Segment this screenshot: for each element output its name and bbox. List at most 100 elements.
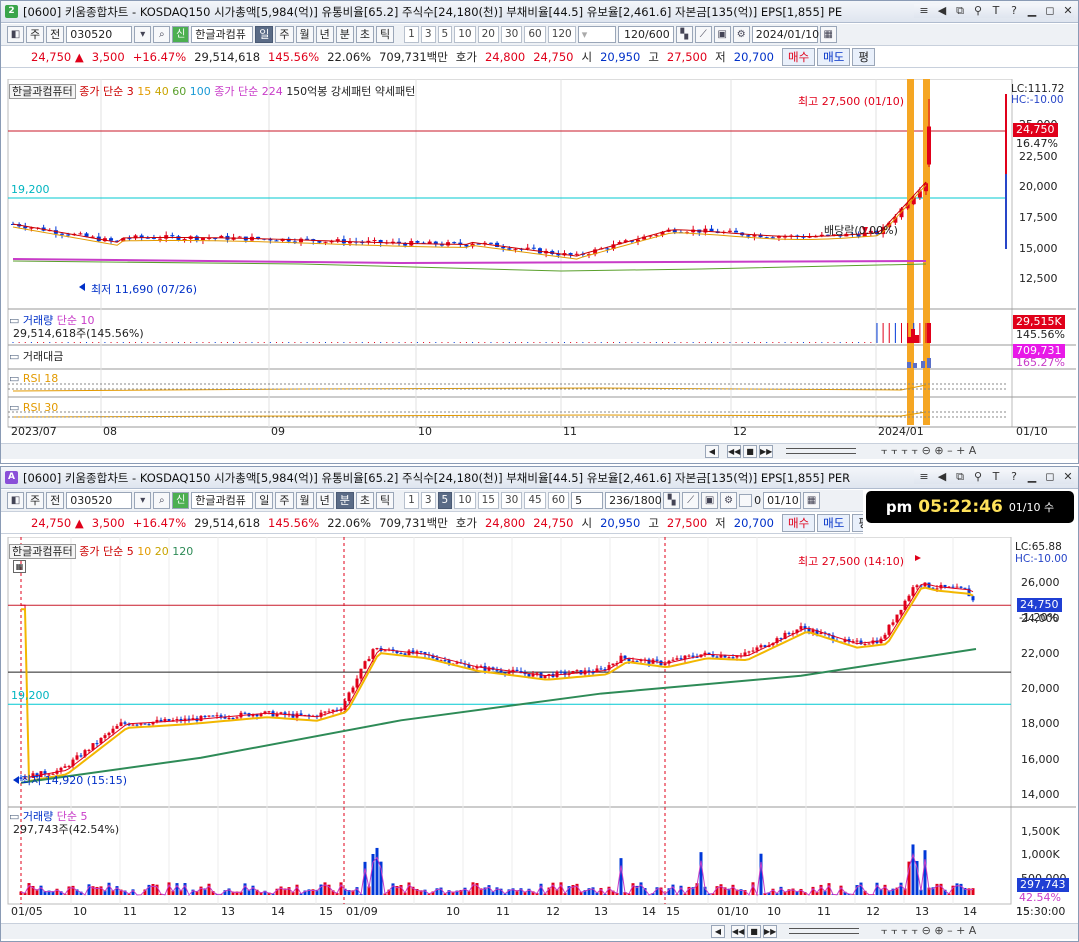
scroll-last-icon[interactable]: ▶▶ bbox=[763, 925, 777, 938]
scope-button[interactable]: 전 bbox=[46, 26, 65, 43]
period-day[interactable]: 일 bbox=[255, 26, 274, 43]
date-field[interactable]: 01/10 bbox=[763, 492, 802, 509]
dropdown-icon[interactable]: ▾ bbox=[134, 492, 152, 509]
menu-icon[interactable]: ≡ bbox=[919, 4, 929, 17]
sell-button[interactable]: 매도 bbox=[817, 514, 851, 532]
interval-120[interactable]: 120 bbox=[547, 26, 576, 43]
search-icon[interactable]: ⌕ bbox=[153, 26, 171, 43]
scroll-stop-icon[interactable]: ■ bbox=[747, 925, 761, 938]
scroll-track[interactable] bbox=[786, 448, 856, 454]
count-field[interactable]: 236/1800 bbox=[605, 492, 662, 509]
indicator-icon[interactable]: ▚ bbox=[675, 26, 693, 43]
text-icon[interactable]: T bbox=[992, 470, 1000, 483]
maximize-icon[interactable]: ◻ bbox=[1045, 470, 1055, 483]
scope-button[interactable]: 전 bbox=[46, 492, 65, 509]
save-icon[interactable]: ▣ bbox=[701, 492, 719, 509]
period-week[interactable]: 주 bbox=[275, 26, 294, 43]
interval-select[interactable]: 5 bbox=[571, 492, 604, 509]
scroll-first-icon[interactable]: ◀◀ bbox=[731, 925, 745, 938]
help-icon[interactable]: ? bbox=[1011, 4, 1017, 17]
interval-select[interactable]: ▾ bbox=[577, 26, 616, 43]
interval-60[interactable]: 60 bbox=[524, 26, 546, 43]
type-select[interactable]: 주 bbox=[26, 26, 45, 43]
calendar-icon[interactable]: ▦ bbox=[803, 492, 821, 509]
interval-45[interactable]: 45 bbox=[524, 492, 546, 509]
period-day[interactable]: 일 bbox=[255, 492, 274, 509]
daily-candlestick-chart[interactable] bbox=[1, 79, 1078, 441]
period-minute[interactable]: 분 bbox=[335, 26, 354, 43]
minute-candlestick-chart[interactable] bbox=[1, 537, 1078, 921]
avg-button[interactable]: 평 bbox=[852, 48, 875, 66]
buy-button[interactable]: 매수 bbox=[782, 514, 816, 532]
draw-icon[interactable]: ⟋ bbox=[682, 492, 700, 509]
dropdown-icon[interactable]: ▾ bbox=[134, 26, 152, 43]
close-icon[interactable]: ✕ bbox=[1063, 470, 1073, 483]
link-icon[interactable]: ⧉ bbox=[956, 470, 964, 483]
period-year[interactable]: 년 bbox=[315, 492, 334, 509]
interval-1[interactable]: 1 bbox=[404, 26, 419, 43]
interval-10[interactable]: 10 bbox=[454, 26, 476, 43]
code-input[interactable]: 030520 bbox=[66, 492, 133, 509]
interval-1[interactable]: 1 bbox=[404, 492, 419, 509]
period-second[interactable]: 초 bbox=[355, 492, 374, 509]
period-tick[interactable]: 틱 bbox=[376, 492, 395, 509]
grid-icon[interactable]: ▦ bbox=[13, 560, 26, 573]
settings-icon[interactable]: ⚙ bbox=[732, 26, 750, 43]
scroll-left-icon[interactable]: ◀ bbox=[705, 445, 719, 458]
interval-15[interactable]: 15 bbox=[477, 492, 499, 509]
period-tick[interactable]: 틱 bbox=[376, 26, 395, 43]
count-field[interactable]: 120/600 bbox=[617, 26, 674, 43]
interval-30[interactable]: 30 bbox=[500, 26, 523, 43]
draw-icon[interactable]: ⟋ bbox=[694, 26, 712, 43]
sell-button[interactable]: 매도 bbox=[817, 48, 851, 66]
prev-icon[interactable]: ◀ bbox=[937, 470, 947, 483]
maximize-icon[interactable]: ◻ bbox=[1045, 4, 1055, 17]
period-second[interactable]: 초 bbox=[355, 26, 374, 43]
settings-icon[interactable]: ⚙ bbox=[720, 492, 738, 509]
pin-icon[interactable]: ⚲ bbox=[973, 470, 983, 483]
code-input[interactable]: 030520 bbox=[66, 26, 133, 43]
interval-5[interactable]: 5 bbox=[437, 492, 453, 509]
date-field[interactable]: 2024/01/10 bbox=[751, 26, 819, 43]
calendar-icon[interactable]: ▦ bbox=[819, 26, 837, 43]
checkbox[interactable] bbox=[739, 494, 753, 507]
scrollbar[interactable]: ◀ ◀◀ ■ ▶▶ ⫟ ⫟ ⫟ ⫟ ⊖ ⊕ – + A bbox=[1, 443, 1078, 459]
period-minute[interactable]: 분 bbox=[335, 492, 354, 509]
minimize-icon[interactable]: ▁ bbox=[1027, 470, 1037, 483]
interval-3[interactable]: 3 bbox=[420, 492, 436, 509]
save-icon[interactable]: ▣ bbox=[713, 26, 731, 43]
link-icon[interactable]: ⧉ bbox=[956, 4, 964, 17]
zoom-icons[interactable]: ⫟ ⫟ ⫟ ⫟ ⊖ ⊕ – + A bbox=[881, 444, 977, 457]
scroll-track[interactable] bbox=[789, 928, 859, 934]
avg-button[interactable]: 평 bbox=[852, 514, 863, 532]
help-icon[interactable]: ? bbox=[1011, 470, 1017, 483]
period-month[interactable]: 월 bbox=[295, 26, 314, 43]
scroll-left-icon[interactable]: ◀ bbox=[711, 925, 725, 938]
scroll-last-icon[interactable]: ▶▶ bbox=[759, 445, 773, 458]
scroll-stop-icon[interactable]: ■ bbox=[743, 445, 757, 458]
layout-icon[interactable]: ◧ bbox=[7, 26, 24, 43]
minimize-icon[interactable]: ▁ bbox=[1027, 4, 1037, 17]
zoom-icons[interactable]: ⫟ ⫟ ⫟ ⫟ ⊖ ⊕ – + A bbox=[881, 924, 977, 937]
interval-3[interactable]: 3 bbox=[420, 26, 436, 43]
text-icon[interactable]: T bbox=[992, 4, 1000, 17]
search-icon[interactable]: ⌕ bbox=[153, 492, 171, 509]
pin-icon[interactable]: ⚲ bbox=[973, 4, 983, 17]
prev-icon[interactable]: ◀ bbox=[937, 4, 947, 17]
period-year[interactable]: 년 bbox=[315, 26, 334, 43]
scrollbar[interactable]: ◀ ◀◀ ■ ▶▶ ⫟ ⫟ ⫟ ⫟ ⊖ ⊕ – + A bbox=[1, 923, 1078, 939]
close-icon[interactable]: ✕ bbox=[1063, 4, 1073, 17]
interval-30[interactable]: 30 bbox=[500, 492, 523, 509]
scroll-first-icon[interactable]: ◀◀ bbox=[727, 445, 741, 458]
buy-button[interactable]: 매수 bbox=[782, 48, 816, 66]
type-select[interactable]: 주 bbox=[26, 492, 45, 509]
period-week[interactable]: 주 bbox=[275, 492, 294, 509]
menu-icon[interactable]: ≡ bbox=[919, 470, 929, 483]
interval-5[interactable]: 5 bbox=[437, 26, 453, 43]
interval-10[interactable]: 10 bbox=[454, 492, 476, 509]
interval-20[interactable]: 20 bbox=[477, 26, 499, 43]
indicator-icon[interactable]: ▚ bbox=[663, 492, 681, 509]
period-month[interactable]: 월 bbox=[295, 492, 314, 509]
layout-icon[interactable]: ◧ bbox=[7, 492, 24, 509]
interval-60[interactable]: 60 bbox=[547, 492, 570, 509]
